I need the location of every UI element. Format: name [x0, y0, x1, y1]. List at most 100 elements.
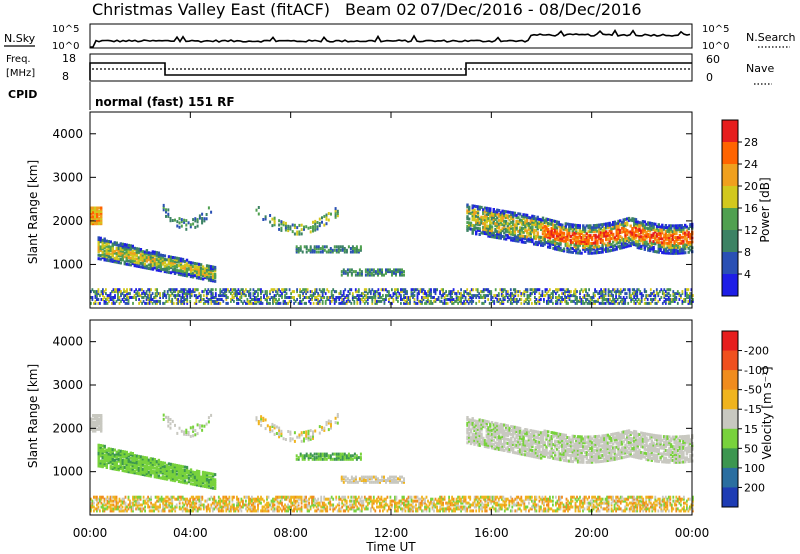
- scatter-cell: [330, 294, 333, 298]
- scatter-cell: [178, 294, 181, 298]
- scatter-cell: [404, 296, 407, 299]
- scatter-cell: [422, 298, 425, 301]
- scatter-cell: [203, 472, 207, 476]
- scatter-cell: [480, 205, 483, 209]
- scatter-cell: [510, 238, 513, 242]
- scatter-cell: [624, 229, 627, 233]
- scatter-cell: [466, 217, 469, 221]
- scatter-cell: [449, 290, 452, 294]
- scatter-cell: [333, 452, 336, 456]
- scatter-cell: [489, 430, 492, 434]
- scatter-cell: [161, 468, 165, 472]
- scatter-cell: [348, 480, 351, 484]
- scatter-cell: [343, 247, 346, 250]
- scatter-cell: [655, 240, 659, 244]
- scatter-cell: [550, 296, 553, 299]
- scatter-cell: [535, 290, 538, 294]
- scatter-cell: [129, 453, 132, 457]
- scatter-cell: [145, 465, 149, 469]
- scatter-cell: [534, 235, 538, 238]
- scatter-cell: [222, 299, 225, 303]
- scatter-cell: [342, 294, 345, 298]
- scatter-cell: [296, 230, 299, 234]
- scatter-cell: [248, 290, 250, 294]
- scatter-cell: [138, 301, 140, 305]
- scatter-cell: [428, 299, 431, 303]
- scatter-cell: [466, 299, 469, 303]
- scatter-cell: [171, 468, 175, 472]
- scatter-cell: [613, 224, 617, 228]
- scatter-cell: [109, 294, 112, 298]
- scatter-cell: [324, 292, 327, 296]
- scatter-cell: [540, 220, 543, 224]
- scatter-cell: [393, 480, 395, 484]
- scatter-cell: [557, 238, 560, 242]
- scatter-cell: [343, 454, 346, 458]
- scatter-cell: [167, 471, 171, 475]
- scatter-cell: [389, 296, 392, 299]
- scatter-cell: [106, 294, 109, 298]
- scatter-cell: [515, 219, 518, 223]
- scatter-cell: [101, 461, 104, 465]
- scatter-cell: [458, 299, 461, 303]
- scatter-cell: [590, 228, 594, 232]
- scatter-cell: [640, 298, 643, 301]
- scatter-cell: [143, 469, 147, 473]
- scatter-cell: [124, 290, 127, 294]
- scatter-cell: [634, 298, 637, 301]
- scatter-cell: [675, 228, 678, 232]
- scatter-cell: [490, 231, 494, 235]
- scatter-cell: [147, 462, 151, 465]
- scatter-cell: [339, 248, 342, 252]
- scatter-cell: [180, 288, 183, 292]
- scatter-cell: [518, 298, 521, 301]
- scatter-cell: [689, 236, 692, 240]
- scatter-cell: [610, 233, 613, 237]
- scatter-cell: [129, 462, 132, 465]
- scatter-cell: [199, 475, 203, 479]
- scatter-cell: [186, 294, 189, 298]
- scatter-cell: [163, 477, 167, 481]
- scatter-cell: [643, 228, 646, 232]
- scatter-cell: [350, 268, 353, 272]
- scatter-cell: [652, 249, 655, 253]
- scatter-cell: [127, 452, 130, 456]
- scatter-cell: [143, 471, 147, 475]
- scatter-cell: [497, 230, 501, 234]
- freq-panel-frame: [89, 53, 693, 82]
- scatter-cell: [386, 294, 389, 298]
- scatter-cell: [642, 294, 645, 298]
- scatter-cell: [359, 457, 362, 461]
- scatter-cell: [366, 292, 369, 296]
- scatter-cell: [554, 241, 557, 245]
- scatter-cell: [464, 290, 467, 294]
- scatter-cell: [107, 452, 110, 456]
- scatter-cell: [455, 292, 458, 296]
- scatter-cell: [485, 294, 488, 298]
- scatter-cell: [131, 258, 134, 262]
- scatter-cell: [668, 224, 671, 228]
- scatter-cell: [377, 271, 379, 275]
- scatter-cell: [94, 417, 97, 421]
- scatter-cell: [374, 299, 377, 303]
- scatter-cell: [418, 299, 420, 303]
- scatter-cell: [201, 290, 204, 294]
- scatter-cell: [98, 220, 101, 224]
- scatter-cell: [97, 248, 100, 252]
- scatter-cell: [249, 299, 252, 303]
- scatter-cell: [94, 421, 97, 424]
- scatter-cell: [387, 268, 389, 272]
- scatter-cell: [150, 288, 152, 292]
- scatter-cell: [141, 296, 143, 299]
- scatter-cell: [203, 471, 207, 475]
- scatter-cell: [662, 247, 666, 251]
- scatter-cell: [485, 433, 488, 437]
- scatter-cell: [487, 445, 490, 449]
- scatter-cell: [335, 296, 338, 299]
- scatter-cell: [578, 230, 581, 233]
- scatter-cell: [479, 296, 482, 299]
- scatter-cell: [513, 213, 517, 217]
- scatter-cell: [331, 250, 334, 254]
- scatter-cell: [515, 214, 518, 217]
- scatter-cell: [451, 298, 453, 301]
